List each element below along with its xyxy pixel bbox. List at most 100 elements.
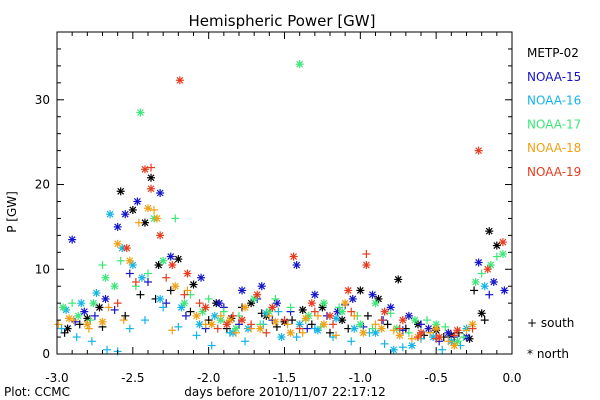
data-point-south — [90, 311, 99, 320]
data-point-north — [380, 307, 389, 316]
data-point-south — [404, 328, 413, 337]
data-point-north — [177, 303, 186, 312]
data-point-south — [60, 328, 69, 337]
data-point-south — [298, 328, 307, 337]
data-point-north — [359, 328, 368, 337]
data-point-south — [477, 269, 486, 278]
data-point-north — [404, 311, 413, 320]
x-axis: -3.0 -2.5 -2.0 -1.5 -1.0 -0.5 0.0 — [45, 32, 522, 385]
data-point-south — [326, 328, 334, 337]
data-point-south — [247, 320, 256, 329]
data-point-north — [136, 108, 145, 117]
data-point-north — [110, 282, 119, 291]
data-point-south — [262, 328, 271, 337]
data-point-south — [195, 299, 204, 308]
data-point-south — [166, 286, 175, 295]
data-point-south — [168, 326, 177, 335]
data-point-north — [417, 328, 425, 337]
data-point-north — [474, 146, 483, 155]
data-point-south — [171, 214, 180, 223]
data-point-south — [398, 343, 407, 352]
data-point-north — [101, 273, 110, 282]
data-point-south — [131, 277, 140, 286]
data-point-south — [116, 256, 125, 265]
data-point-south — [468, 324, 477, 333]
data-point-south — [125, 269, 134, 278]
data-point-north — [310, 290, 319, 299]
data-point-south — [219, 307, 228, 316]
data-point-south — [485, 290, 494, 299]
data-point-north — [295, 320, 304, 329]
data-point-north — [180, 299, 189, 308]
data-point-south — [313, 311, 322, 320]
data-point-south — [362, 250, 371, 259]
data-point-north — [450, 341, 459, 350]
x-tick-label: 0.0 — [502, 371, 521, 385]
data-point-south — [228, 311, 237, 320]
data-point-north — [348, 294, 357, 303]
data-point-north — [344, 286, 353, 295]
data-point-north — [371, 299, 380, 308]
data-point-north — [83, 320, 92, 329]
data-point-south — [54, 320, 63, 329]
data-point-south — [389, 326, 398, 335]
data-point-north — [144, 204, 152, 213]
data-point-north — [398, 316, 407, 325]
data-point-south — [181, 311, 190, 320]
data-point-north — [201, 303, 210, 312]
x-tick-label: -0.5 — [424, 371, 447, 385]
data-point-north — [486, 261, 495, 270]
data-point-north — [338, 316, 347, 325]
data-point-north — [492, 241, 501, 250]
data-point-north — [247, 299, 256, 308]
data-point-north — [289, 252, 298, 261]
legend-entry: METP-02 — [527, 46, 579, 60]
data-point-north — [368, 290, 377, 299]
data-point-south — [162, 299, 171, 308]
data-point-north — [128, 261, 137, 270]
data-point-south — [119, 316, 128, 325]
data-point-north — [338, 307, 347, 316]
data-point-north — [453, 337, 462, 346]
data-point-south — [470, 286, 479, 295]
data-point-south — [347, 307, 356, 316]
plot-area — [54, 60, 509, 356]
data-point-south — [144, 277, 152, 286]
data-point-south — [71, 317, 80, 326]
data-point-north — [474, 258, 483, 267]
data-point-north — [500, 286, 509, 295]
data-point-south — [75, 320, 84, 329]
data-point-north — [480, 282, 489, 291]
data-point-south — [286, 303, 295, 312]
data-point-north — [116, 187, 125, 196]
x-tick-label: -2.5 — [121, 371, 144, 385]
data-point-south — [87, 337, 96, 346]
data-point-south — [283, 320, 292, 329]
data-point-north — [498, 250, 507, 259]
data-point-south — [395, 324, 404, 333]
data-point-south — [332, 331, 341, 340]
plot-credit: Plot: CCMC — [4, 385, 70, 399]
data-point-south — [347, 337, 356, 346]
data-point-north — [410, 316, 419, 325]
x-tick-label: -3.0 — [45, 371, 68, 385]
data-point-south — [288, 316, 297, 325]
data-point-north — [168, 261, 177, 270]
data-point-south — [438, 345, 447, 354]
data-point-north — [106, 210, 115, 219]
data-point-north — [407, 341, 416, 350]
data-point-north — [286, 328, 295, 337]
legend-entry: NOAA-18 — [527, 141, 581, 155]
data-point-south — [147, 163, 156, 172]
data-point-north — [147, 173, 156, 182]
data-point-north — [356, 320, 365, 329]
data-point-south — [310, 307, 319, 316]
x-axis-label: days before 2010/11/07 22:17:12 — [184, 385, 385, 399]
data-point-south — [144, 269, 152, 278]
data-point-north — [133, 197, 142, 206]
data-point-north — [215, 299, 224, 308]
data-point-north — [166, 252, 175, 261]
data-point-south — [386, 309, 395, 318]
data-point-north — [253, 290, 262, 299]
